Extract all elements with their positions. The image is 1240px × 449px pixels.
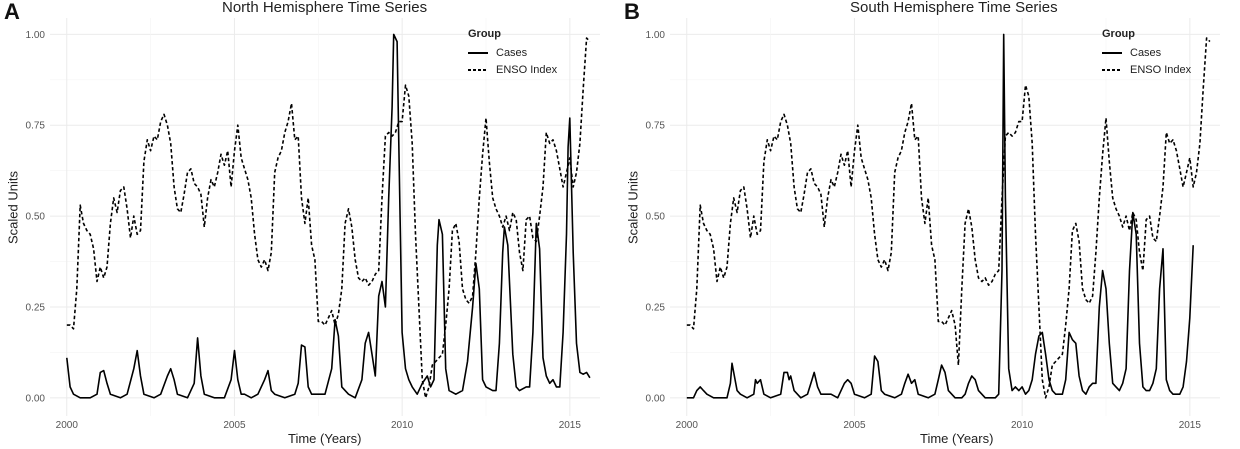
north-x-tick-label: 2000 [56,420,79,431]
south-legend: Group Cases ENSO Index [1102,28,1191,78]
south-series-cases-line [686,33,1194,399]
north-gridlines [50,18,600,416]
north-legend-enso-label: ENSO Index [496,63,558,76]
south-y-tick-label: 0.25 [646,302,666,313]
south-gridlines [670,18,1220,416]
south-legend-cases: Cases [1102,44,1191,61]
north-legend-cases: Cases [468,44,557,61]
panel-label-a: A [4,0,20,24]
north-chart-svg: 0.00 0.25 0.50 0.75 1.00 2000 2005 2010 2015 [26,18,600,431]
south-y-tick-label: 1.00 [646,30,666,41]
south-y-axis-label: Scaled Units [625,171,641,244]
north-y-axis-label: Scaled Units [5,171,21,244]
south-y-tick-label: 0.50 [646,212,666,223]
south-x-tick-label: 2000 [676,420,699,431]
solid-line-icon [1102,48,1122,58]
south-x-axis-label: Time (Years) [920,431,994,446]
south-x-tick-label: 2015 [1179,420,1202,431]
north-y-tick-label: 0.75 [26,121,46,132]
south-legend-cases-label: Cases [1130,46,1162,59]
north-y-tick-label: 0.25 [26,302,46,313]
dashed-line-icon [1102,65,1122,75]
panel-north: 0.00 0.25 0.50 0.75 1.00 2000 2005 2010 2015 A N… [4,0,600,446]
south-series-enso-line [686,37,1211,399]
south-chart-svg: 0.00 0.25 0.50 0.75 1.00 2000 2005 2010 2015 [646,18,1220,431]
solid-line-icon [468,48,488,58]
south-legend-enso: ENSO Index [1102,61,1191,78]
north-series-cases-line [66,33,591,399]
south-y-tick-label: 0.75 [646,121,666,132]
south-x-tick-label: 2005 [843,420,866,431]
north-y-tick-label: 0.50 [26,212,46,223]
north-x-axis-label: Time (Years) [288,431,362,446]
dashed-line-icon [468,65,488,75]
north-series-enso-line [66,37,591,399]
panel-south: 0.00 0.25 0.50 0.75 1.00 2000 2005 2010 2015 B S… [620,0,1240,449]
south-chart-title: South Hemisphere Time Series [850,0,1058,16]
north-y-tick-label: 0.00 [26,393,46,404]
south-x-tick-label: 2010 [1011,420,1034,431]
panel-label-b: B [624,0,640,24]
north-legend-title: Group [468,28,501,40]
north-legend: Group Cases ENSO Index [468,28,557,78]
north-chart-title: North Hemisphere Time Series [222,0,428,16]
north-x-tick-label: 2005 [223,420,246,431]
south-legend-title: Group [1102,28,1135,40]
north-legend-cases-label: Cases [496,46,528,59]
south-y-tick-label: 0.00 [646,393,666,404]
north-legend-enso: ENSO Index [468,61,557,78]
north-x-tick-label: 2015 [559,420,582,431]
north-x-tick-label: 2010 [391,420,414,431]
south-legend-enso-label: ENSO Index [1130,63,1192,76]
north-y-tick-label: 1.00 [26,30,46,41]
